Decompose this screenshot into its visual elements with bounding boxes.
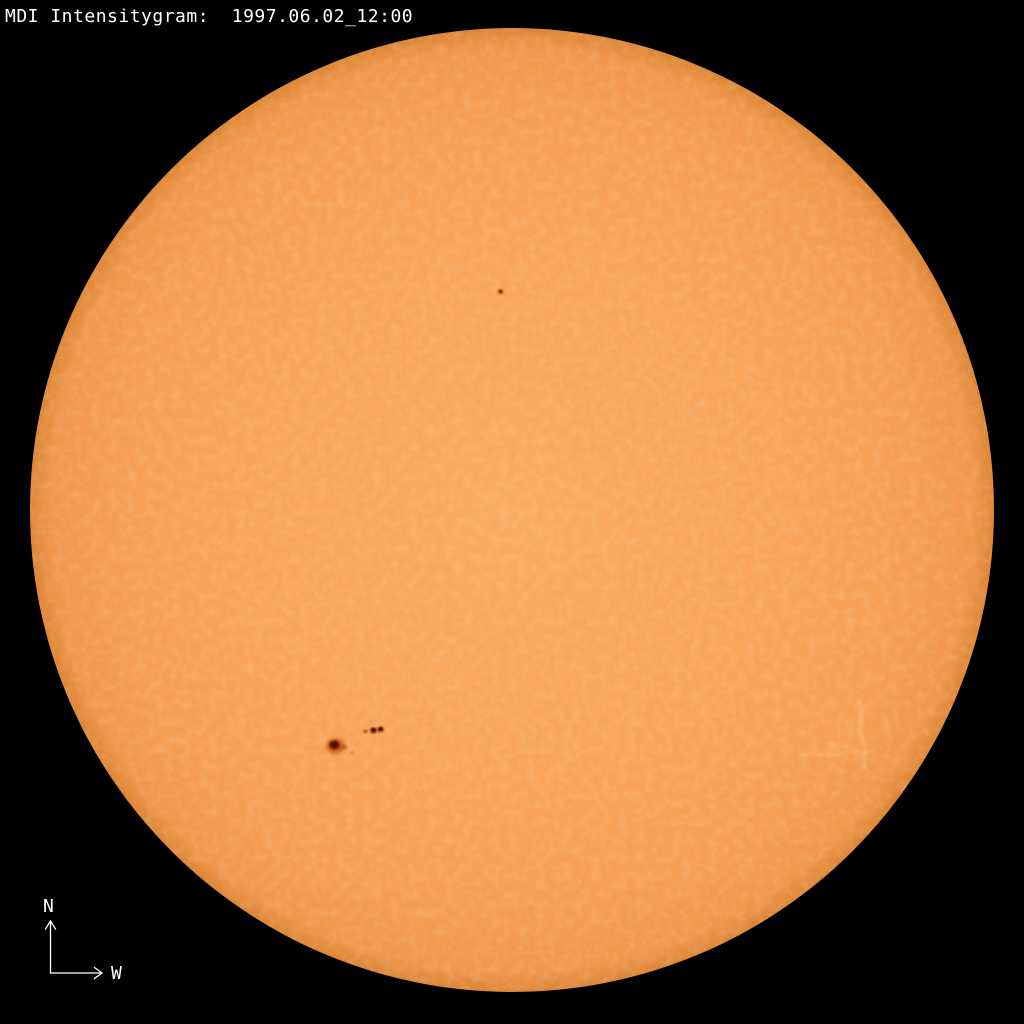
image-title: MDI Intensitygram: 1997.06.02_12:00 [5, 6, 414, 27]
faint-speck [350, 751, 354, 754]
trio-east-core [378, 727, 383, 731]
west-label: W [111, 963, 122, 984]
main-spot-core [330, 741, 338, 748]
facula-wisp-2 [883, 715, 894, 741]
faculae-group [798, 698, 939, 770]
facula-wisp-0 [856, 698, 868, 770]
north-arrow-head [44, 919, 57, 930]
sunspot-group [326, 289, 504, 754]
trio-west-pore [363, 729, 368, 734]
trio-mid-core [371, 728, 376, 732]
facula-wisp-3 [826, 740, 850, 750]
west-arrow-head [93, 966, 104, 980]
north-pore-core [498, 289, 503, 294]
north-label: N [43, 896, 54, 917]
compass-orientation-marker: N W [43, 896, 122, 984]
facula-wisp-1 [798, 748, 874, 758]
granulation-dark-texture [30, 28, 994, 992]
main-spot-extension [340, 744, 348, 750]
